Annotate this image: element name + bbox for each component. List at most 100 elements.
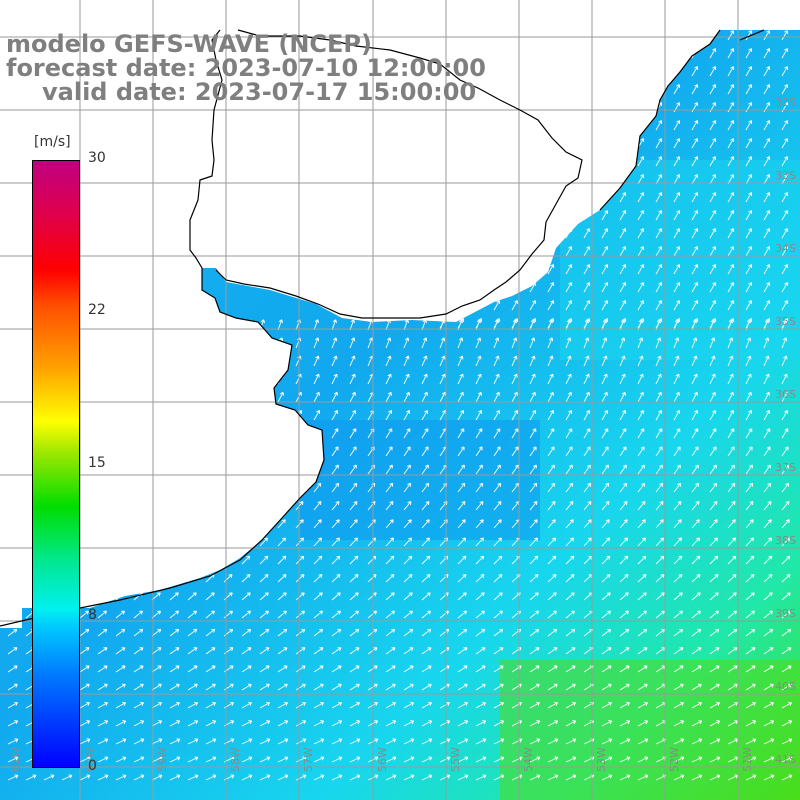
wind-arrow [763, 428, 771, 439]
wind-arrow [709, 282, 717, 293]
wind-arrow [349, 738, 361, 745]
wind-arrow [619, 537, 628, 547]
wind-arrow [385, 464, 393, 475]
wind-arrow [673, 84, 681, 95]
wind-arrow [601, 701, 612, 709]
wind-arrow [565, 555, 575, 565]
wind-arrow [745, 337, 752, 349]
colorbar-tick-8: 8 [88, 607, 97, 623]
wind-arrow [673, 574, 683, 583]
wind-arrow [349, 555, 359, 565]
wind-arrow [457, 373, 464, 385]
wind-arrow [295, 628, 306, 637]
wind-arrow [205, 647, 216, 655]
wind-arrow [781, 156, 789, 167]
wind-arrow [601, 246, 609, 257]
wind-arrow [637, 501, 646, 511]
wind-arrow [619, 555, 629, 565]
wind-arrow [349, 391, 356, 403]
wind-arrow [421, 446, 429, 457]
wind-arrow [457, 647, 468, 655]
wind-arrow [709, 48, 717, 59]
wind-arrow [475, 574, 485, 583]
wind-arrow [673, 228, 681, 239]
wind-arrow [313, 391, 320, 403]
wind-arrow [583, 228, 591, 239]
wind-arrow [403, 738, 415, 745]
wind-arrow [673, 774, 685, 781]
wind-arrow [439, 701, 450, 709]
wind-arrow [457, 355, 464, 367]
wind-arrow [97, 720, 109, 727]
wind-arrow [727, 246, 735, 257]
wind-arrow [673, 410, 681, 421]
wind-arrow [691, 373, 698, 385]
wind-arrow [709, 464, 717, 475]
wind-arrow [691, 192, 699, 203]
wind-arrow [547, 683, 558, 691]
wind-arrow [637, 574, 647, 583]
wind-arrow [565, 410, 573, 421]
wind-arrow [745, 48, 753, 59]
wind-arrow [331, 574, 341, 583]
wind-arrow [79, 665, 90, 673]
wind-arrow [187, 683, 198, 691]
wind-arrow [97, 628, 108, 637]
wind-arrow [673, 482, 682, 493]
wind-arrow [601, 519, 610, 529]
wind-arrow [727, 519, 736, 529]
wind-arrow [727, 410, 735, 421]
wind-arrow [691, 555, 701, 565]
wind-arrow [781, 647, 792, 655]
wind-arrow [565, 482, 574, 493]
wind-arrow [781, 665, 792, 673]
wind-arrow [457, 665, 468, 673]
wind-arrow [403, 537, 412, 547]
wind-arrow [421, 683, 432, 691]
wind-arrow [7, 647, 18, 655]
wind-arrow [115, 647, 126, 655]
wind-arrow [619, 756, 631, 763]
wind-arrow [475, 410, 483, 421]
wind-arrow [385, 519, 394, 529]
wind-arrow [619, 355, 626, 367]
wind-arrow [655, 537, 664, 547]
wind-arrow [151, 665, 162, 673]
wind-arrow [457, 428, 465, 439]
wind-arrow [655, 519, 664, 529]
wind-arrow [115, 610, 125, 619]
wind-arrow [259, 628, 270, 637]
wind-arrow [421, 647, 432, 655]
wind-arrow [709, 647, 720, 655]
lat-label-39S: 39S [775, 607, 796, 620]
wind-arrow [781, 174, 789, 185]
wind-arrow [169, 610, 179, 619]
wind-arrow [673, 756, 685, 763]
wind-arrow [187, 701, 198, 709]
wind-arrow [457, 446, 465, 457]
wind-arrow [457, 720, 469, 727]
wind-arrow [619, 246, 627, 257]
wind-arrow [313, 355, 320, 367]
wind-arrow [547, 610, 557, 619]
wind-arrow [331, 519, 340, 529]
wind-arrow [709, 337, 716, 349]
wind-arrow [691, 574, 701, 583]
wind-arrow [619, 337, 626, 349]
wind-arrow [619, 519, 628, 529]
wind-arrow [313, 592, 323, 601]
wind-arrow [781, 537, 790, 547]
wind-arrow [25, 774, 37, 781]
wind-arrow [385, 683, 396, 691]
wind-arrow [583, 300, 591, 311]
wind-arrow [601, 482, 610, 493]
wind-arrow [385, 610, 395, 619]
wind-arrow [187, 592, 197, 601]
wind-arrow [187, 665, 198, 673]
wind-arrow [601, 774, 613, 781]
wind-arrow [331, 592, 341, 601]
wind-arrow [475, 501, 484, 511]
lon-label-52W: 52W [668, 747, 681, 772]
wind-arrow [745, 156, 753, 167]
